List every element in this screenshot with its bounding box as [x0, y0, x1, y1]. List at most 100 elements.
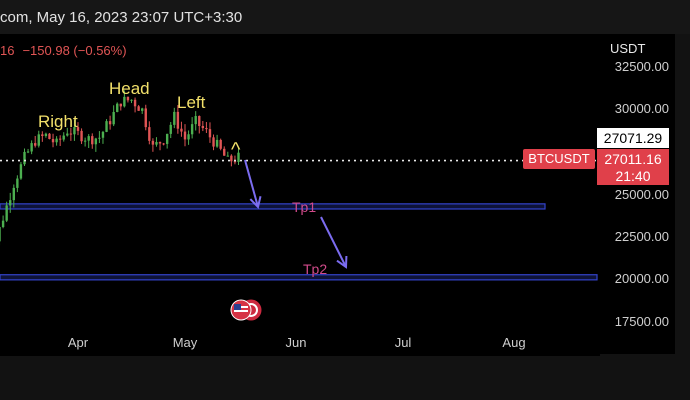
target-zone-tp1	[0, 203, 546, 210]
candle-body	[233, 161, 237, 163]
candle-countdown: 21:40	[615, 168, 651, 184]
candle-body	[23, 151, 26, 165]
candle-body	[41, 134, 44, 137]
price-tick-label: 30000.00	[614, 101, 669, 116]
us-flag-icon[interactable]	[229, 298, 263, 322]
price-change-value: −150.98 (−0.56%)	[22, 43, 127, 58]
candle-body	[55, 138, 58, 143]
time-tick-label: Aug	[502, 335, 526, 350]
candle-body	[51, 138, 55, 143]
candle-body	[66, 133, 69, 136]
projection-arrow-2-head	[336, 255, 348, 269]
time-tick-label: Jun	[285, 335, 307, 350]
candle-body	[108, 121, 112, 125]
candle-body	[208, 129, 212, 138]
time-axis-panel[interactable]	[0, 330, 600, 356]
candle-body	[91, 136, 94, 145]
candle-body	[237, 152, 240, 162]
right-margin	[675, 34, 690, 356]
pattern-label-right: Right	[38, 112, 78, 131]
candle-body	[155, 142, 158, 145]
candle-body	[123, 96, 126, 107]
plot-area[interactable]	[0, 34, 600, 354]
candle-body	[98, 137, 101, 139]
target-zone-tp2	[0, 274, 598, 281]
time-tick-label: Apr	[67, 335, 89, 350]
candle-body	[151, 140, 155, 145]
candle-body	[119, 103, 123, 107]
pattern-label-head: Head	[109, 79, 150, 98]
quote-prefix: 16	[0, 43, 15, 58]
projection-arrow-2	[320, 216, 347, 268]
candle-body	[33, 143, 37, 146]
target-label-tp1: Tp1	[292, 199, 317, 215]
candle-body	[62, 135, 65, 140]
candle-body	[1, 220, 5, 228]
candle-body	[73, 127, 76, 135]
candle-body	[58, 138, 62, 140]
candle-body	[44, 133, 48, 137]
pattern-marker: ^	[231, 139, 241, 161]
projection-arrow-1	[244, 159, 259, 208]
price-tick-label: 20000.00	[614, 271, 669, 286]
candle-body	[215, 139, 219, 147]
candle-body	[201, 126, 205, 129]
candle-body	[133, 99, 137, 107]
time-tick-label: May	[172, 335, 198, 350]
candle-body	[0, 227, 1, 242]
candle-body	[183, 131, 187, 140]
candle-body	[190, 124, 194, 135]
candle-body	[80, 130, 83, 142]
candle-body	[30, 143, 33, 152]
candle-body	[158, 142, 162, 144]
candle-body	[83, 140, 87, 142]
candle-body	[230, 155, 233, 162]
chart-title-timestamp: com, May 16, 2023 23:07 UTC+3:30	[0, 9, 243, 26]
candle-body	[5, 205, 8, 221]
current-price-value: 27011.16	[604, 151, 662, 167]
candle-body	[219, 139, 222, 149]
candle-body	[9, 200, 12, 206]
price-tick-label: 25000.00	[614, 187, 669, 202]
price-axis-panel[interactable]	[600, 34, 675, 354]
candle-body	[48, 133, 51, 139]
candle-body	[37, 134, 40, 146]
price-tick-label: 22500.00	[614, 229, 669, 244]
candle-body	[69, 133, 73, 135]
candle-body	[223, 148, 226, 156]
candle-body	[165, 133, 169, 144]
price-tick-label: 17500.00	[614, 314, 669, 329]
candle-body	[162, 143, 165, 145]
candle-body	[148, 127, 151, 141]
candle-body	[205, 128, 208, 130]
candle-body	[87, 136, 90, 141]
last-price-label: 27071.29	[597, 128, 669, 148]
candle-body	[141, 108, 144, 111]
candle-body	[212, 137, 215, 147]
candle-body	[194, 116, 197, 125]
candle-body	[226, 155, 230, 157]
candle-body	[144, 108, 147, 128]
bottom-bar	[0, 356, 690, 400]
candle-body	[137, 106, 140, 111]
candle-body	[12, 187, 15, 201]
candle-body	[26, 151, 30, 153]
candle-body	[94, 138, 98, 145]
price-tick-label: 32500.00	[614, 59, 669, 74]
candle-body	[16, 178, 19, 188]
candle-body	[76, 127, 80, 131]
candle-body	[101, 131, 105, 138]
candle-body	[169, 124, 172, 134]
candle-body	[187, 134, 190, 140]
candle-body	[19, 164, 23, 179]
current-price-label: 27011.16 21:40	[597, 149, 669, 185]
ticker-badge[interactable]: BTCUSDT	[523, 149, 595, 169]
candle-body	[198, 116, 201, 127]
price-change-row: 16 −150.98 (−0.56%)	[0, 43, 135, 58]
pattern-label-left: Left	[177, 93, 206, 112]
time-tick-label: Jul	[394, 335, 412, 350]
candle-body	[173, 111, 176, 125]
candle-body	[130, 99, 133, 101]
candle-body	[126, 96, 130, 101]
